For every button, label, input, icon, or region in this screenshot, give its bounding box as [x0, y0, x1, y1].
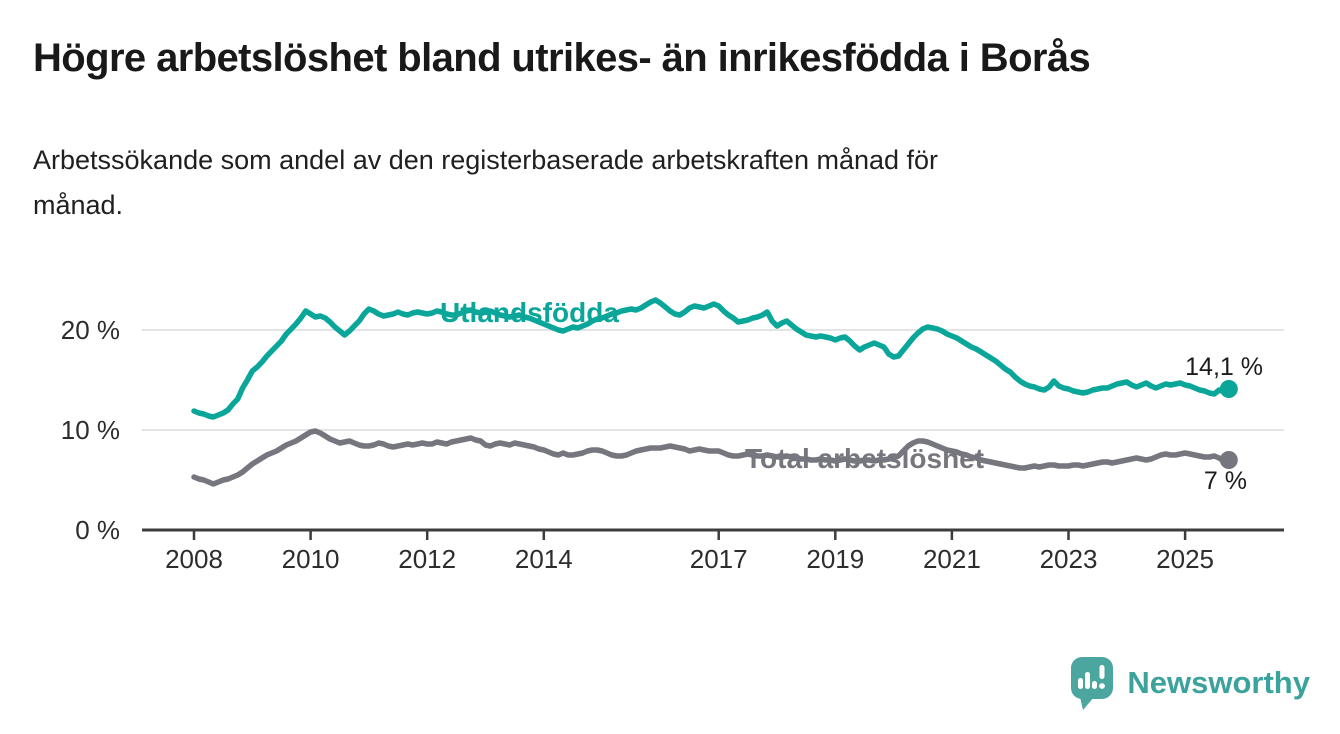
x-tick-label: 2008	[165, 544, 223, 574]
series-endpoint-dot-1	[1219, 451, 1238, 469]
series-endpoint-dot-0	[1219, 380, 1238, 398]
y-tick-label: 0 %	[75, 515, 120, 545]
series-lines	[191, 297, 1238, 487]
line-chart: 0 % 10 % 20 % 2008 2010 2012 2014 2017 2019 2021 2…	[61, 297, 1284, 574]
series-label-utlandsfodda: Utlandsfödda	[440, 297, 619, 328]
series-line-1	[191, 428, 1232, 487]
newsworthy-logo-icon	[1071, 657, 1114, 710]
x-tick-label: 2021	[923, 544, 981, 574]
x-tick-label: 2019	[806, 544, 864, 574]
x-tick-label: 2017	[690, 544, 748, 574]
brand-wordmark: Newsworthy	[1127, 665, 1310, 700]
gridlines	[142, 329, 1284, 431]
series-label-total-arbetsloshet: Total arbetslöshet	[745, 443, 984, 474]
branding-footer: Newsworthy	[1070, 656, 1310, 710]
y-tick-label: 10 %	[61, 415, 120, 445]
x-tick-label: 2014	[515, 544, 573, 574]
x-tick-label: 2012	[398, 544, 456, 574]
axes: 0 % 10 % 20 % 2008 2010 2012 2014 2017 2019 2021 2…	[61, 315, 1284, 574]
y-tick-label: 20 %	[61, 315, 120, 345]
x-tick-label: 2025	[1156, 544, 1214, 574]
x-tick-label: 2010	[282, 544, 340, 574]
series-line-0	[191, 297, 1232, 420]
chart-subtitle: Arbetssökande som andel av den registerb…	[33, 145, 939, 220]
end-value-label-utlandsfodda: 14,1 %	[1185, 353, 1263, 381]
x-tick-label: 2023	[1040, 544, 1098, 574]
end-value-label-total: 7 %	[1204, 467, 1247, 495]
chart-title: Högre arbetslöshet bland utrikes- än inr…	[33, 36, 1091, 80]
